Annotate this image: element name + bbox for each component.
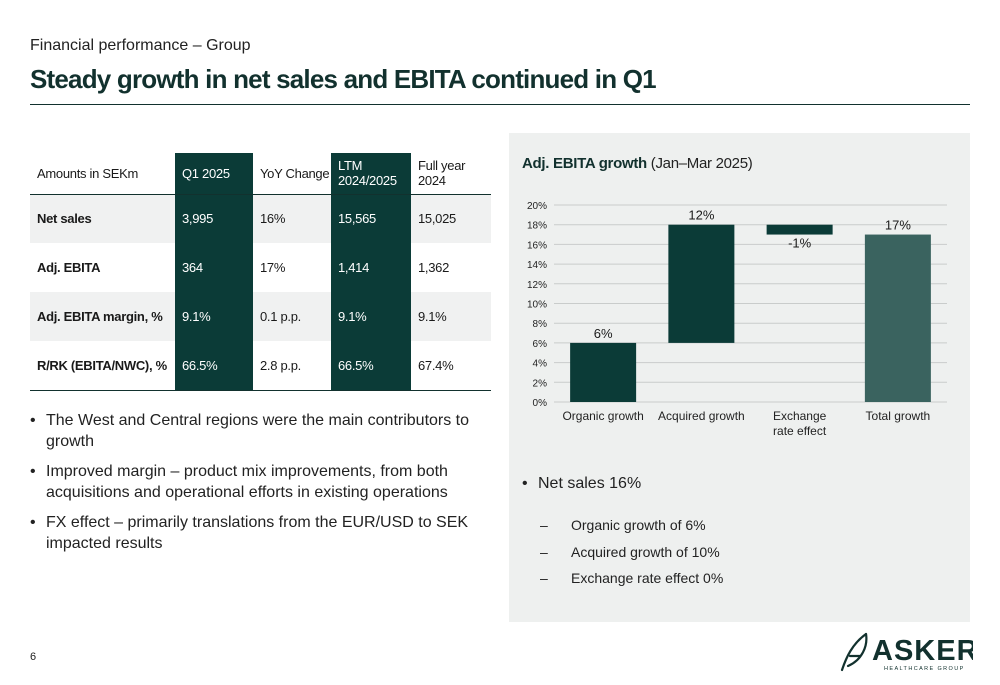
- cell-q1: 66.5%: [175, 341, 253, 391]
- page-number: 6: [30, 651, 37, 663]
- net-sales-breakdown: Organic growth of 6% Acquired growth of …: [540, 517, 723, 597]
- y-tick-label: 16%: [527, 240, 547, 251]
- table-header-row: Amounts in SEKm Q1 2025 YoY Change LTM 2…: [30, 153, 491, 195]
- y-tick-label: 14%: [527, 260, 547, 271]
- page-title: Steady growth in net sales and EBITA con…: [30, 64, 657, 94]
- y-tick-label: 20%: [527, 201, 547, 212]
- y-tick-label: 18%: [527, 221, 547, 232]
- cell-ltm: 1,414: [331, 243, 411, 292]
- list-item: Improved margin – product mix improvemen…: [30, 461, 480, 503]
- cell-yoy: 17%: [260, 260, 286, 275]
- list-item: The West and Central regions were the ma…: [30, 410, 480, 452]
- chart-bar: [766, 224, 833, 235]
- cell-fy: 1,362: [418, 260, 450, 275]
- data-label: 6%: [594, 326, 613, 341]
- table-row: Adj. EBITA 364 17% 1,414 1,362: [30, 243, 491, 292]
- data-label: 17%: [885, 218, 911, 233]
- logo-tagline: HEALTHCARE GROUP: [884, 666, 965, 672]
- cell-fy: 67.4%: [411, 341, 491, 391]
- x-category-label: Acquired growth: [658, 409, 745, 423]
- chart-panel: Adj. EBITA growth (Jan–Mar 2025) 0% 2% 4% 6…: [509, 133, 970, 622]
- y-tick-label: 10%: [527, 300, 547, 311]
- row-label: Adj. EBITA margin, %: [30, 292, 175, 341]
- x-category-label: rate effect: [773, 424, 827, 438]
- column-header: Amounts in SEKm: [30, 153, 175, 195]
- title-divider: [30, 104, 970, 105]
- cell-ltm: 15,565: [331, 194, 411, 243]
- chart-title-main: Adj. EBITA growth: [522, 155, 647, 172]
- table-row: Net sales 3,995 16% 15,565 15,025: [30, 194, 491, 243]
- cell-q1: 364: [175, 243, 253, 292]
- x-category-label: Organic growth: [562, 409, 643, 423]
- row-label: Adj. EBITA: [37, 260, 101, 275]
- page-subtitle: Financial performance – Group: [30, 37, 251, 54]
- list-item: Organic growth of 6%: [540, 517, 723, 544]
- table-row: Adj. EBITA margin, % 9.1% 0.1 p.p. 9.1% …: [30, 292, 491, 341]
- list-item: Acquired growth of 10%: [540, 544, 723, 571]
- x-category-label: Total growth: [866, 409, 931, 423]
- net-sales-headline: Net sales 16%: [522, 475, 641, 493]
- data-label: -1%: [788, 236, 812, 251]
- column-header: LTM 2024/2025: [331, 153, 411, 195]
- x-category-label: Exchange: [773, 409, 827, 423]
- logo-wordmark: ASKER: [872, 635, 973, 667]
- key-points-list: The West and Central regions were the ma…: [30, 410, 480, 563]
- list-item: Exchange rate effect 0%: [540, 570, 723, 597]
- y-tick-label: 2%: [533, 378, 548, 389]
- cell-fy: 15,025: [411, 194, 491, 243]
- cell-fy: 9.1%: [411, 292, 491, 341]
- cell-yoy: 0.1 p.p.: [253, 292, 331, 341]
- chart-title: Adj. EBITA growth (Jan–Mar 2025): [522, 155, 753, 172]
- ebita-growth-chart: 0% 2% 4% 6% 8% 10% 12% 14% 16% 18% 20% 6% Organic gr…: [527, 201, 947, 438]
- cell-ltm: 66.5%: [331, 341, 411, 391]
- y-tick-label: 6%: [533, 339, 548, 350]
- table-row: R/RK (EBITA/NWC), % 66.5% 2.8 p.p. 66.5%…: [30, 341, 491, 391]
- y-tick-label: 0%: [533, 398, 548, 409]
- chart-bar: [864, 234, 931, 402]
- data-label: 12%: [688, 208, 714, 223]
- asker-logo: ASKER HEALTHCARE GROUP: [840, 632, 973, 672]
- y-tick-label: 12%: [527, 280, 547, 291]
- list-item: FX effect – primarily translations from …: [30, 512, 480, 554]
- cell-yoy: 16%: [253, 194, 331, 243]
- chart-bar: [668, 224, 735, 343]
- y-tick-label: 8%: [533, 319, 548, 330]
- cell-yoy: 2.8 p.p.: [253, 341, 331, 391]
- cell-q1: 3,995: [175, 194, 253, 243]
- cell-q1: 9.1%: [175, 292, 253, 341]
- chart-bar: [570, 342, 637, 402]
- row-label: Net sales: [30, 194, 175, 243]
- row-label: R/RK (EBITA/NWC), %: [30, 341, 175, 391]
- column-header: Q1 2025: [175, 153, 253, 195]
- leaf-icon: [840, 632, 868, 672]
- cell-ltm: 9.1%: [331, 292, 411, 341]
- y-tick-label: 4%: [533, 359, 548, 370]
- column-header: YoY Change: [253, 153, 331, 195]
- column-header: Full year 2024: [411, 153, 491, 195]
- financial-table: Amounts in SEKm Q1 2025 YoY Change LTM 2…: [30, 153, 491, 391]
- chart-title-period: (Jan–Mar 2025): [650, 155, 753, 172]
